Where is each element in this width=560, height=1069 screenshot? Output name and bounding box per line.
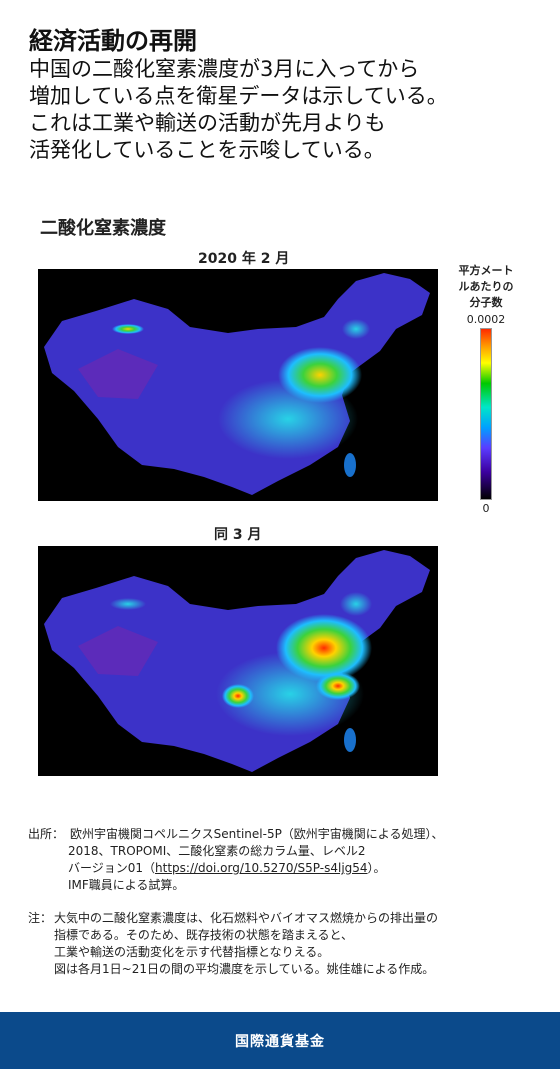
legend-color-bar xyxy=(480,328,492,500)
footer-label: 国際通貨基金 xyxy=(235,1033,325,1050)
note-line-4: 図は各月1日~21日の間の平均濃度を示している。姚佳雄による作成。 xyxy=(54,962,435,976)
source-line-3: バージョン01（https://doi.org/10.5270/S5P-s4lj… xyxy=(68,861,386,875)
source-line-2: 2018、TROPOMI、二酸化窒素の総カラム量、レベル2 xyxy=(68,844,366,858)
panel-label-march: 同 3 月 xyxy=(214,527,262,543)
source-label: 出所： xyxy=(28,827,65,841)
note-line-3: 工業や輸送の活動変化を示す代替指標となりえる。 xyxy=(54,945,330,959)
map-february xyxy=(38,269,438,501)
legend-max-value: 0.0002 xyxy=(466,313,506,326)
legend-min-value: 0 xyxy=(482,502,490,515)
doi-link[interactable]: https://doi.org/10.5270/S5P-s4ljg54 xyxy=(155,861,368,875)
map-heading: 二酸化窒素濃度 xyxy=(40,218,166,239)
subtitle-line-1: 中国の二酸化窒素濃度が3月に入ってから xyxy=(29,57,420,81)
china-map-march xyxy=(44,550,430,772)
source-line-1: 欧州宇宙機関コペルニクスSentinel-5P（欧州宇宙機関による処理）、 xyxy=(70,827,444,841)
china-map-february xyxy=(44,273,430,495)
legend-title: 平方メート ルあたりの 分子数 xyxy=(455,263,517,311)
map-march xyxy=(38,546,438,776)
legend-title-line-2: ルあたりの xyxy=(458,280,514,293)
source-line-4: IMF職員による試算。 xyxy=(68,878,185,892)
note-label: 注： xyxy=(28,911,53,925)
note-line-2: 指標である。そのため、既存技術の状態を踏まえると、 xyxy=(54,928,354,942)
subtitle-line-3: これは工業や輸送の活動が先月よりも xyxy=(29,111,386,135)
footer-banner: 国際通貨基金 xyxy=(0,1012,560,1069)
page-title: 経済活動の再開 xyxy=(29,27,197,55)
subtitle-line-4: 活発化していることを示唆している。 xyxy=(29,138,385,162)
legend-title-line-1: 平方メート xyxy=(458,264,514,277)
panel-label-february: 2020 年 2 月 xyxy=(198,251,290,267)
subtitle-line-2: 増加している点を衛星データは示している。 xyxy=(29,84,448,108)
note-line-1: 大気中の二酸化窒素濃度は、化石燃料やバイオマス燃焼からの排出量の xyxy=(54,911,439,925)
header: 経済活動の再開 中国の二酸化窒素濃度が3月に入ってから 増加している点を衛星デー… xyxy=(29,26,549,164)
explanatory-notes: 注： 大気中の二酸化窒素濃度は、化石燃料やバイオマス燃焼からの排出量の 指標であ… xyxy=(28,910,438,978)
legend-title-line-3: 分子数 xyxy=(469,296,503,309)
source-notes: 出所： 欧州宇宙機関コペルニクスSentinel-5P（欧州宇宙機関による処理）… xyxy=(28,826,443,894)
